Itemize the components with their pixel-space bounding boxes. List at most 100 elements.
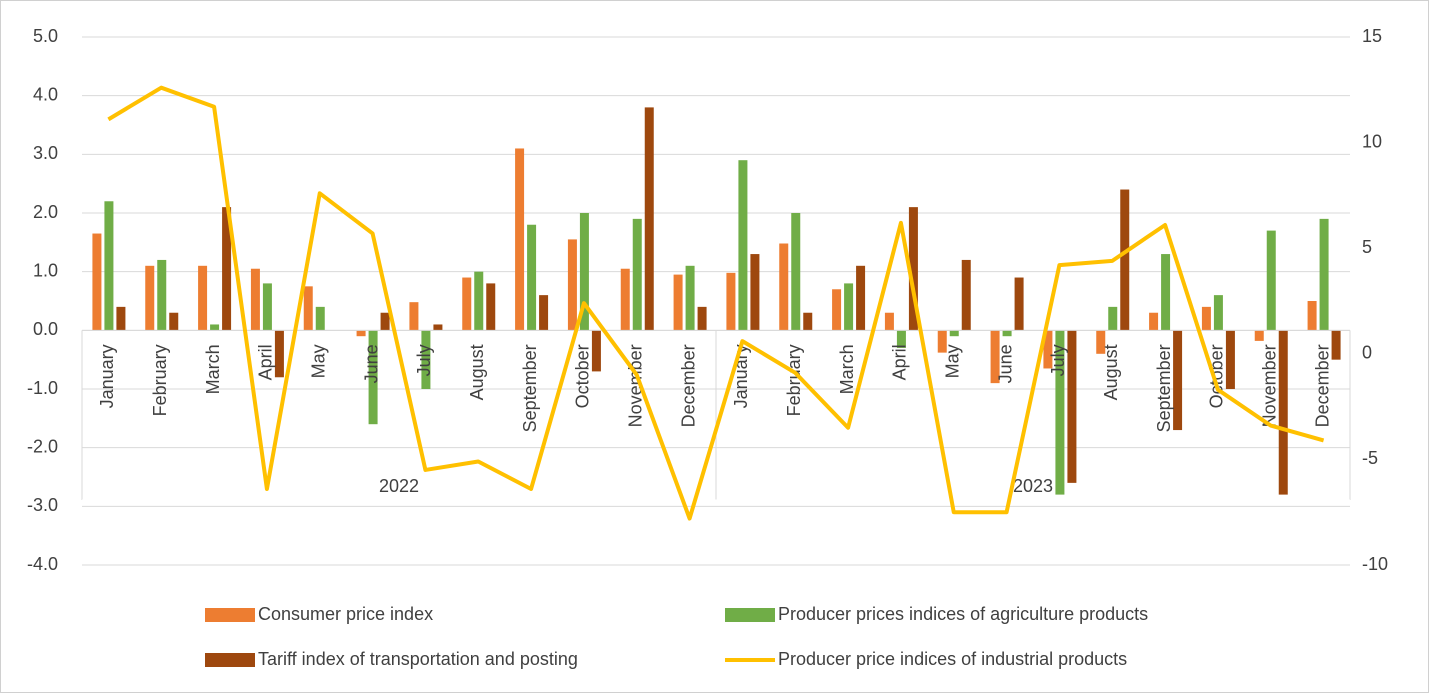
- x-tick-label: August: [1101, 344, 1121, 400]
- bar: [315, 306, 325, 331]
- bar: [591, 330, 601, 372]
- x-tick-label: February: [150, 344, 170, 416]
- x-tick-label: September: [520, 344, 540, 432]
- bar: [474, 271, 484, 331]
- group-label: 2023: [1013, 476, 1053, 496]
- bar: [791, 213, 801, 331]
- x-tick-label: November: [1260, 344, 1280, 427]
- bar: [303, 286, 313, 331]
- y-tick-label: -3.0: [27, 495, 58, 515]
- bar: [738, 160, 748, 331]
- bar: [1055, 330, 1065, 495]
- bar: [145, 265, 155, 331]
- bar: [620, 268, 630, 331]
- group-label: 2022: [379, 476, 419, 496]
- bar: [908, 207, 918, 331]
- y2-tick-label: 10: [1362, 131, 1382, 151]
- bar: [462, 277, 472, 331]
- y2-tick-label: 0: [1362, 343, 1372, 363]
- bar: [937, 330, 947, 353]
- bar: [1331, 330, 1341, 360]
- x-tick-label: September: [1154, 344, 1174, 432]
- bar: [832, 289, 842, 331]
- bar: [1254, 330, 1264, 341]
- bar: [884, 312, 894, 331]
- bar: [1307, 301, 1317, 331]
- y-tick-label: 5.0: [33, 26, 58, 46]
- x-tick-label: April: [890, 344, 910, 380]
- bar: [1043, 330, 1053, 369]
- bar: [198, 265, 208, 331]
- bar: [896, 330, 906, 348]
- y-tick-label: -4.0: [27, 554, 58, 574]
- y2-tick-label: 15: [1362, 26, 1382, 46]
- bar: [1266, 230, 1276, 331]
- bar: [157, 259, 167, 331]
- x-tick-label: August: [467, 344, 487, 400]
- y-tick-label: -2.0: [27, 436, 58, 456]
- bar: [949, 330, 959, 337]
- legend-swatch: [205, 653, 255, 667]
- bar: [697, 306, 707, 331]
- legend-label: Consumer price index: [258, 604, 433, 624]
- x-tick-label: June: [361, 344, 381, 383]
- x-tick-label: October: [573, 344, 593, 408]
- bar: [567, 239, 577, 331]
- bar: [116, 306, 126, 331]
- x-tick-label: January: [97, 344, 117, 408]
- bar: [990, 330, 1000, 384]
- bar: [1161, 254, 1171, 331]
- bar: [433, 324, 443, 331]
- bar: [856, 265, 866, 331]
- bar: [409, 302, 419, 331]
- bar: [527, 224, 537, 331]
- bar: [1067, 330, 1077, 483]
- bar: [685, 265, 695, 331]
- bar: [1002, 330, 1012, 337]
- bar: [726, 272, 736, 331]
- bar: [1213, 295, 1223, 331]
- bar: [1278, 330, 1288, 495]
- bar: [1096, 330, 1106, 354]
- bar: [632, 218, 642, 331]
- bar: [1201, 306, 1211, 331]
- x-tick-label: May: [943, 344, 963, 378]
- x-tick-label: December: [678, 344, 698, 427]
- bar: [515, 148, 525, 331]
- y-tick-label: 2.0: [33, 202, 58, 222]
- bar: [644, 107, 654, 331]
- bar: [1108, 306, 1118, 331]
- bar: [1319, 218, 1329, 331]
- y-tick-label: 0.0: [33, 319, 58, 339]
- y2-tick-label: -10: [1362, 554, 1388, 574]
- bar: [104, 201, 114, 331]
- bar: [222, 207, 232, 331]
- bar: [1149, 312, 1159, 331]
- x-tick-label: May: [309, 344, 329, 378]
- x-tick-label: October: [1207, 344, 1227, 408]
- bar: [1173, 330, 1183, 431]
- x-tick-label: July: [414, 344, 434, 376]
- bar: [274, 330, 284, 378]
- bar: [169, 312, 179, 331]
- legend-swatch: [725, 608, 775, 622]
- legend-label: Producer prices indices of agriculture p…: [778, 604, 1148, 624]
- bar: [750, 254, 760, 331]
- x-tick-label: March: [837, 344, 857, 394]
- x-tick-label: March: [203, 344, 223, 394]
- bar: [356, 330, 366, 337]
- legend-swatch: [205, 608, 255, 622]
- x-tick-label: April: [256, 344, 276, 380]
- y-tick-label: -1.0: [27, 378, 58, 398]
- bar: [250, 268, 260, 331]
- y-tick-label: 4.0: [33, 84, 58, 104]
- bar: [380, 312, 390, 331]
- bar: [1225, 330, 1235, 389]
- x-tick-label: July: [1048, 344, 1068, 376]
- legend-label: Tariff index of transportation and posti…: [258, 649, 578, 669]
- x-tick-label: February: [784, 344, 804, 416]
- y2-tick-label: 5: [1362, 237, 1372, 257]
- bar: [539, 295, 549, 331]
